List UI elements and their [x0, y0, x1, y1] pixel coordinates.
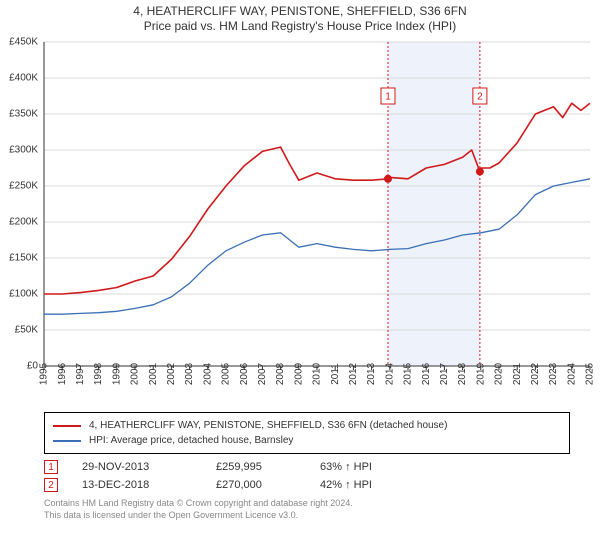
- chart: £0 £50K £100K £150K £200K £250K £300K £350K £400…: [0, 36, 600, 406]
- page-subtitle: Price paid vs. HM Land Registry's House …: [0, 19, 600, 36]
- page-title: 4, HEATHERCLIFF WAY, PENISTONE, SHEFFIEL…: [0, 0, 600, 19]
- highlight-band: [388, 42, 480, 366]
- series-property: [44, 103, 590, 294]
- footer-line-2: This data is licensed under the Open Gov…: [44, 510, 570, 522]
- sale-marker-dot: [476, 168, 484, 176]
- sale-row: 1 29-NOV-2013 £259,995 63% ↑ HPI: [44, 460, 570, 474]
- sale-row-date: 29-NOV-2013: [82, 461, 192, 473]
- y-tick-label: £50K: [15, 325, 39, 336]
- sale-marker-label: 1: [385, 92, 391, 103]
- y-tick-label: £250K: [9, 181, 38, 192]
- sale-row-marker: 2: [44, 478, 58, 492]
- sale-marker-label: 2: [477, 92, 483, 103]
- sales-table: 1 29-NOV-2013 £259,995 63% ↑ HPI 2 13-DEC-201…: [44, 460, 570, 492]
- legend-swatch: [53, 425, 81, 427]
- y-tick-label: £150K: [9, 253, 38, 264]
- footer-line-1: Contains HM Land Registry data © Crown c…: [44, 498, 570, 510]
- sale-marker-dot: [384, 175, 392, 183]
- legend: 4, HEATHERCLIFF WAY, PENISTONE, SHEFFIEL…: [44, 412, 570, 454]
- legend-swatch: [53, 440, 81, 442]
- sale-row: 2 13-DEC-2018 £270,000 42% ↑ HPI: [44, 478, 570, 492]
- y-tick-label: £200K: [9, 217, 38, 228]
- y-tick-label: £400K: [9, 73, 38, 84]
- legend-item: HPI: Average price, detached house, Barn…: [53, 433, 561, 448]
- sale-row-pct: 42% ↑ HPI: [320, 479, 430, 491]
- y-tick-label: £450K: [9, 37, 38, 48]
- sale-row-price: £259,995: [216, 461, 296, 473]
- sale-row-price: £270,000: [216, 479, 296, 491]
- y-tick-label: £100K: [9, 289, 38, 300]
- y-tick-label: £350K: [9, 109, 38, 120]
- sale-row-pct: 63% ↑ HPI: [320, 461, 430, 473]
- sale-row-marker: 1: [44, 460, 58, 474]
- legend-label: 4, HEATHERCLIFF WAY, PENISTONE, SHEFFIEL…: [89, 418, 447, 433]
- y-tick-label: £300K: [9, 145, 38, 156]
- sale-row-date: 13-DEC-2018: [82, 479, 192, 491]
- legend-label: HPI: Average price, detached house, Barn…: [89, 433, 293, 448]
- y-tick-label: £0: [27, 361, 39, 372]
- footer: Contains HM Land Registry data © Crown c…: [44, 498, 570, 521]
- page: 4, HEATHERCLIFF WAY, PENISTONE, SHEFFIEL…: [0, 0, 600, 560]
- legend-item: 4, HEATHERCLIFF WAY, PENISTONE, SHEFFIEL…: [53, 418, 561, 433]
